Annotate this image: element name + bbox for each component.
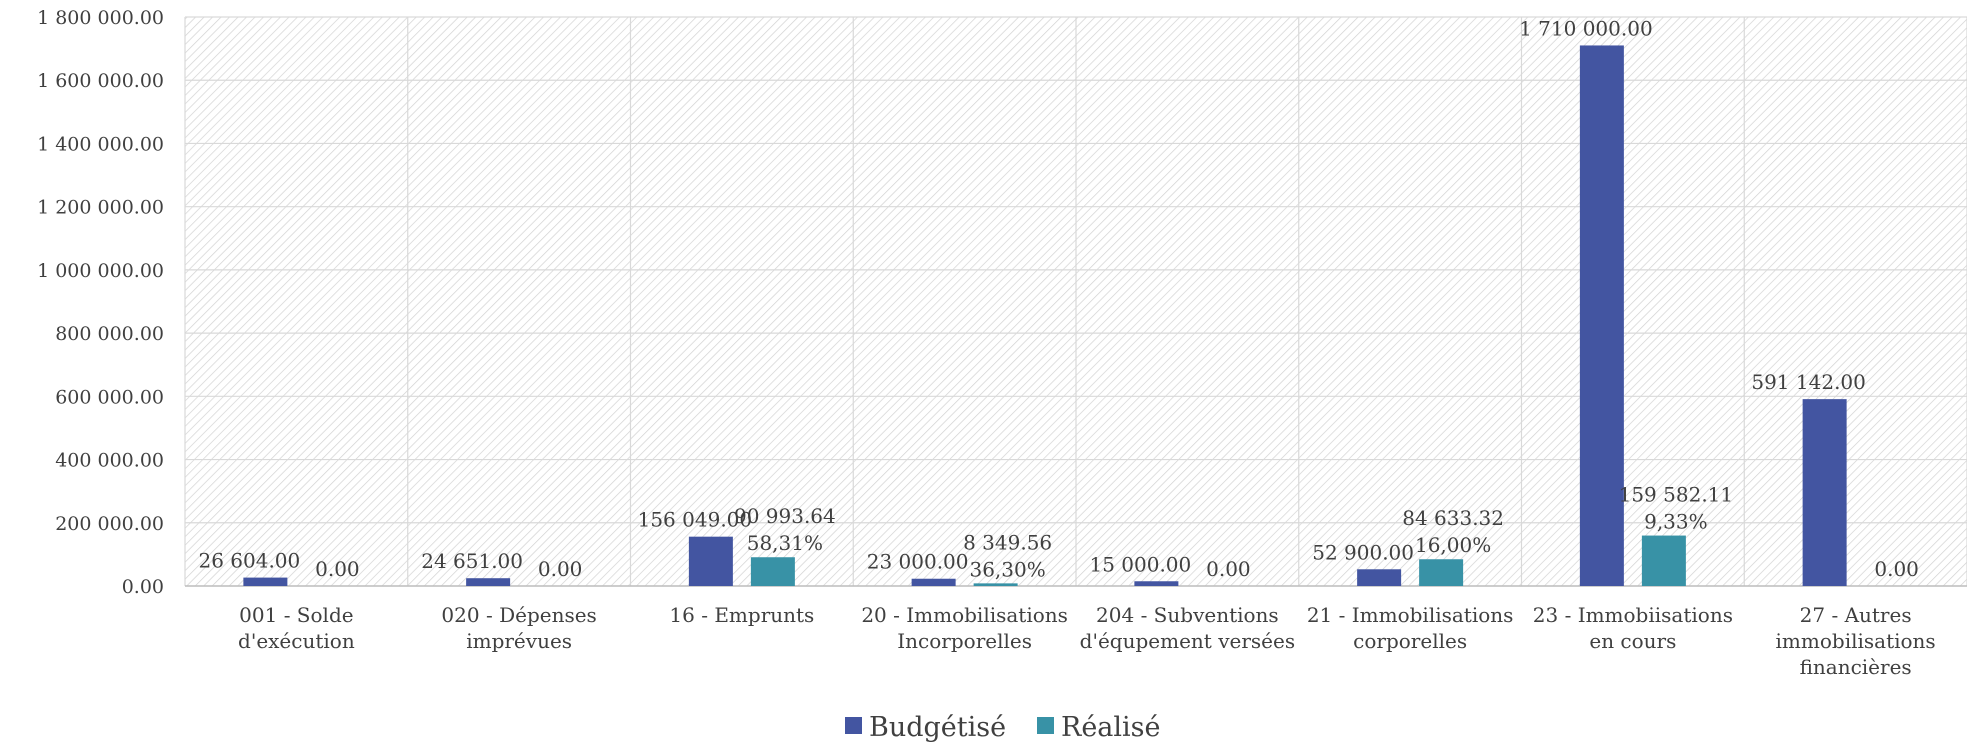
y-tick-label: 1 200 000.00: [37, 197, 164, 219]
percent-label: 9,33%: [1644, 510, 1708, 534]
data-label: 0.00: [1874, 557, 1919, 581]
category-label: corporelles: [1353, 629, 1467, 653]
category-label: 27 - Autres: [1800, 603, 1912, 627]
bar-budgetise: [243, 577, 288, 586]
legend-label: Réalisé: [1061, 712, 1161, 743]
data-label: 90 993.64: [734, 504, 836, 528]
y-tick-label: 1 400 000.00: [37, 133, 164, 155]
data-label: 0.00: [315, 557, 360, 581]
category-label: 020 - Dépenses: [441, 603, 596, 627]
category-label: 21 - Immobilisations: [1307, 603, 1514, 627]
legend: Budgétisé Réalisé: [845, 712, 1161, 743]
data-label: 0.00: [538, 557, 583, 581]
bar-realise: [1641, 535, 1686, 586]
data-label: 0.00: [1206, 557, 1251, 581]
category-label: d'exécution: [238, 629, 355, 653]
category-label: 204 - Subventions: [1096, 603, 1279, 627]
category-label: 001 - Solde: [239, 603, 353, 627]
data-label: 8 349.56: [963, 530, 1052, 554]
category-label: immobilisations: [1776, 629, 1936, 653]
bar-realise: [750, 557, 795, 586]
data-label: 15 000.00: [1089, 552, 1191, 576]
bar-realise: [1419, 559, 1464, 586]
data-label: 1 710 000.00: [1519, 16, 1653, 40]
data-label: 156 049.00: [638, 508, 753, 532]
bar-budgetise: [466, 578, 511, 586]
percent-label: 36,30%: [969, 557, 1045, 581]
percent-label: 58,31%: [747, 531, 823, 555]
bar-budgetise: [911, 578, 956, 586]
data-label: 23 000.00: [867, 550, 969, 574]
percent-label: 16,00%: [1415, 533, 1491, 557]
data-label: 84 633.32: [1402, 506, 1504, 530]
legend-swatch: [1037, 717, 1054, 734]
bar-budgetise: [1357, 569, 1402, 586]
bar-budgetise: [688, 536, 733, 586]
category-label: imprévues: [466, 629, 572, 653]
category-label: d'équpement versées: [1080, 629, 1295, 653]
category-label: Incorporelles: [897, 629, 1032, 653]
y-tick-label: 800 000.00: [55, 323, 164, 345]
category-label: 23 - Immobiisations: [1533, 603, 1733, 627]
data-label: 24 651.00: [421, 549, 523, 573]
y-tick-label: 0.00: [122, 576, 164, 598]
category-label: en cours: [1589, 629, 1676, 653]
legend-label: Budgétisé: [869, 712, 1006, 743]
data-label: 52 900.00: [1312, 540, 1414, 564]
y-axis: 0.00 200 000.00 400 000.00 600 000.00 800 00…: [37, 7, 164, 598]
category-label: 20 - Immobilisations: [861, 603, 1068, 627]
y-tick-label: 1 800 000.00: [37, 7, 164, 29]
y-tick-label: 1 000 000.00: [37, 260, 164, 282]
y-tick-label: 400 000.00: [55, 450, 164, 472]
bar-budgetise: [1134, 581, 1179, 586]
data-label: 159 582.11: [1619, 483, 1734, 507]
bar-budgetise: [1579, 45, 1624, 586]
category-label: financières: [1800, 655, 1912, 679]
data-label: 26 604.00: [198, 549, 300, 573]
bar-realise: [973, 583, 1018, 586]
category-label: 16 - Emprunts: [669, 603, 814, 627]
legend-swatch: [845, 717, 862, 734]
data-label: 591 142.00: [1751, 370, 1866, 394]
y-tick-label: 600 000.00: [55, 386, 164, 408]
y-tick-label: 200 000.00: [55, 513, 164, 535]
y-tick-label: 1 600 000.00: [37, 70, 164, 92]
bar-budgetise: [1802, 399, 1847, 586]
